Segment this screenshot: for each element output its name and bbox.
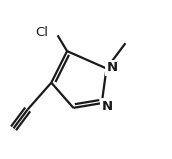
- Text: Cl: Cl: [35, 26, 48, 39]
- Text: N: N: [102, 100, 113, 113]
- Text: N: N: [106, 61, 118, 74]
